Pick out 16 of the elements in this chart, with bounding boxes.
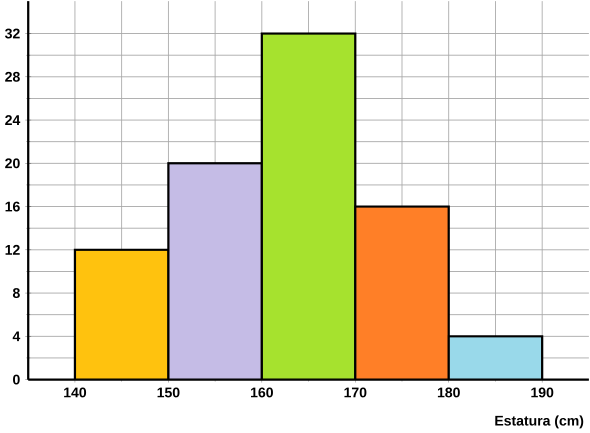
y-tick-label: 8 xyxy=(12,288,20,298)
x-tick-label: 160 xyxy=(251,387,273,398)
x-axis-title: Estatura (cm) xyxy=(495,415,584,428)
x-tick-label: 150 xyxy=(158,387,180,398)
x-tick-label: 170 xyxy=(344,387,366,398)
y-tick-label: 20 xyxy=(5,158,20,168)
y-tick-label: 12 xyxy=(6,244,20,255)
x-tick-label: 190 xyxy=(531,387,554,398)
x-tick-label: 180 xyxy=(438,387,460,398)
y-tick-label: 32 xyxy=(5,28,20,38)
x-tick-label: 140 xyxy=(64,387,86,398)
y-tick-label: 28 xyxy=(5,72,20,82)
y-tick-label: 0 xyxy=(13,374,20,384)
y-tick-label: 4 xyxy=(12,331,20,342)
y-tick-label: 16 xyxy=(6,202,20,212)
y-tick-label: 24 xyxy=(5,115,20,125)
